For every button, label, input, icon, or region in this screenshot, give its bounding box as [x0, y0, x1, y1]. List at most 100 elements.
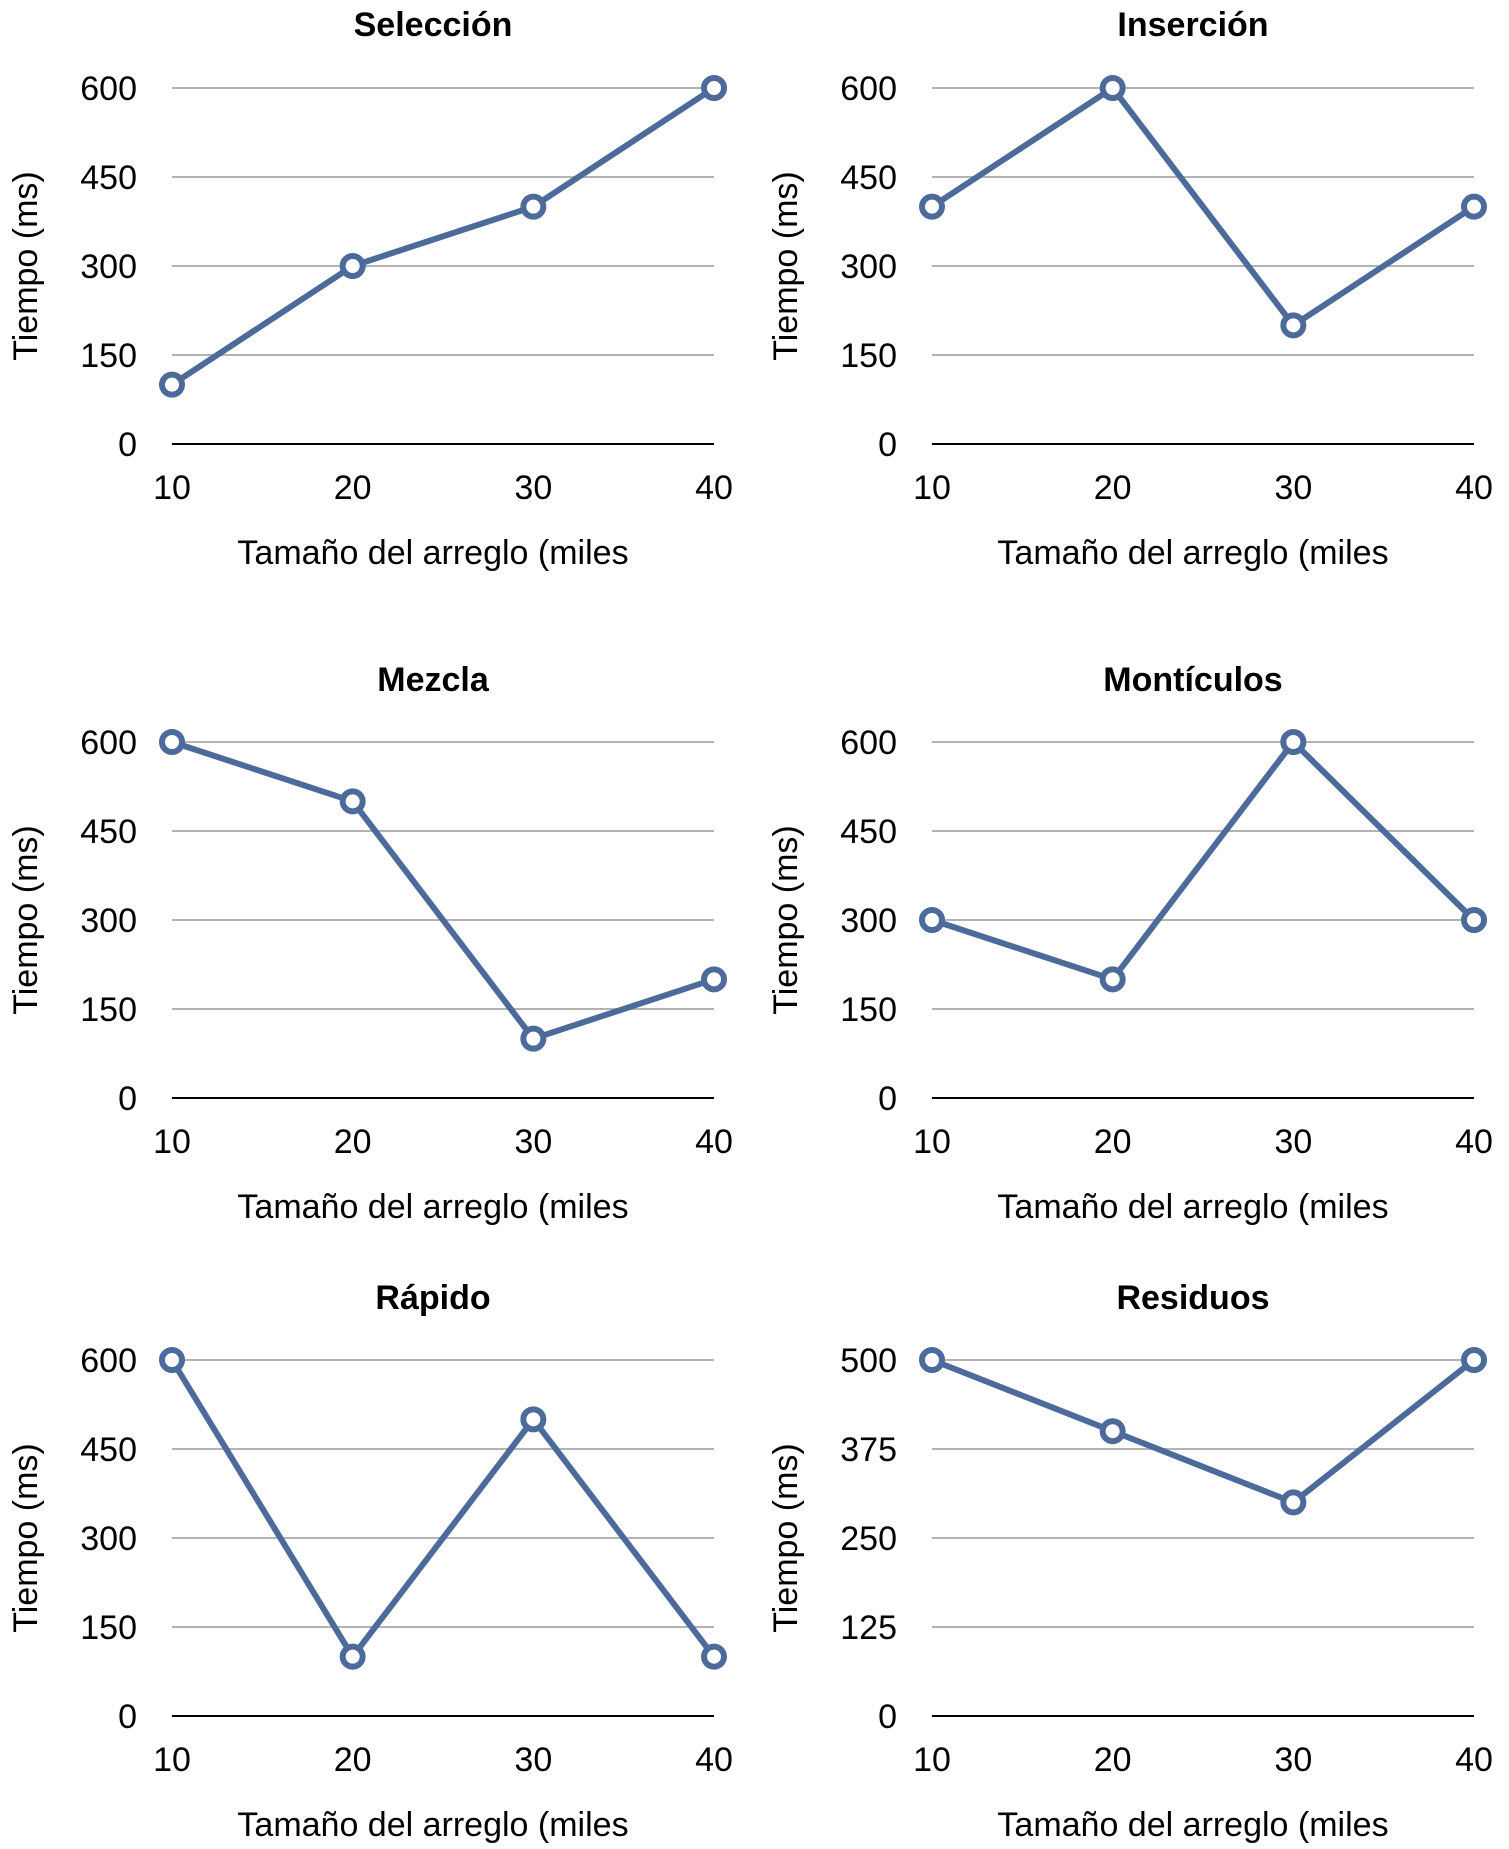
data-point [159, 371, 185, 398]
x-tick-label: 20 [1094, 469, 1132, 507]
data-point [339, 788, 366, 815]
chart-panel: Inserción 0 150 300 450 600 10 20 30 40 Tamaño del… [767, 6, 1493, 572]
data-point [1461, 907, 1487, 933]
chart-panel: Rápido 0 150 300 450 600 10 20 30 40 Tamaño del ar… [7, 1279, 733, 1844]
y-tick-label: 0 [878, 426, 897, 464]
y-tick-label: 600 [840, 70, 897, 108]
data-point [339, 1643, 366, 1670]
x-axis-label: Tamaño del arreglo (miles [997, 534, 1388, 572]
x-tick-label: 30 [1274, 1741, 1312, 1779]
series-line [169, 85, 717, 388]
data-point [339, 253, 366, 279]
chart-panel: Residuos 0 125 250 375 500 10 20 30 40 Tamaño del … [767, 1279, 1493, 1844]
y-tick-label: 0 [878, 1080, 897, 1118]
y-tick-label: 375 [840, 1431, 897, 1469]
y-tick-label: 450 [80, 813, 137, 851]
x-tick-label: 30 [514, 469, 552, 507]
y-tick-label: 600 [840, 724, 897, 762]
y-tick-label: 125 [840, 1609, 897, 1647]
y-axis-label: Tiempo (ms) [7, 171, 45, 361]
y-tick-label: 450 [80, 159, 137, 197]
series-line [929, 739, 1477, 983]
data-point [1461, 193, 1487, 220]
y-tick-label: 150 [80, 1609, 137, 1647]
data-point [701, 966, 727, 993]
y-axis-label: Tiempo (ms) [767, 1443, 805, 1633]
x-tick-label: 10 [913, 469, 951, 507]
x-tick-label: 40 [1455, 1123, 1493, 1161]
chart-title: Rápido [375, 1279, 490, 1317]
x-axis-label: Tamaño del arreglo (miles [997, 1806, 1388, 1844]
y-tick-label: 300 [840, 902, 897, 940]
y-tick-label: 0 [118, 1080, 137, 1118]
chart-panel: Montículos 0 150 300 450 600 10 20 30 40 Tamaño de… [767, 661, 1493, 1226]
y-tick-label: 300 [80, 248, 137, 286]
y-tick-label: 150 [80, 337, 137, 375]
data-point [1099, 966, 1126, 993]
series-line [169, 739, 717, 1042]
data-point [520, 1406, 547, 1433]
data-point [919, 193, 945, 220]
x-axis-label: Tamaño del arreglo (miles [237, 1806, 628, 1844]
x-tick-label: 20 [334, 1123, 372, 1161]
y-axis-label: Tiempo (ms) [7, 825, 45, 1015]
y-tick-label: 250 [840, 1520, 897, 1558]
data-point [919, 1347, 945, 1373]
chart-title: Selección [354, 6, 513, 44]
data-point [919, 907, 945, 933]
y-tick-label: 600 [80, 724, 137, 762]
data-point [1280, 312, 1307, 339]
x-tick-label: 20 [1094, 1741, 1132, 1779]
data-point [701, 1643, 727, 1670]
y-tick-label: 500 [840, 1342, 897, 1380]
x-tick-label: 20 [334, 469, 372, 507]
y-tick-label: 450 [840, 813, 897, 851]
data-point [701, 75, 727, 101]
x-tick-label: 10 [153, 1123, 191, 1161]
x-tick-label: 30 [1274, 1123, 1312, 1161]
y-tick-label: 150 [840, 991, 897, 1029]
data-point [159, 1347, 185, 1373]
x-tick-label: 30 [1274, 469, 1312, 507]
y-tick-label: 150 [840, 337, 897, 375]
data-point [1099, 75, 1126, 101]
data-point [159, 729, 185, 755]
x-axis-label: Tamaño del arreglo (miles [237, 1188, 628, 1226]
y-tick-label: 450 [80, 1431, 137, 1469]
y-tick-label: 150 [80, 991, 137, 1029]
x-axis-label: Tamaño del arreglo (miles [237, 534, 628, 572]
x-tick-label: 10 [153, 469, 191, 507]
x-tick-label: 40 [695, 1741, 733, 1779]
y-tick-label: 0 [118, 1698, 137, 1736]
chart-panel: Mezcla 0 150 300 450 600 10 20 30 40 Tamaño del ar… [7, 661, 733, 1226]
chart-panel: Selección 0 150 300 450 600 10 20 30 40 Tamaño del… [7, 6, 733, 572]
data-point [520, 1025, 547, 1052]
chart-title: Montículos [1103, 661, 1282, 699]
x-tick-label: 10 [913, 1741, 951, 1779]
y-tick-label: 600 [80, 1342, 137, 1380]
y-axis-label: Tiempo (ms) [767, 825, 805, 1015]
y-tick-label: 450 [840, 159, 897, 197]
series-line [169, 1357, 717, 1660]
series-line [929, 1357, 1477, 1506]
x-tick-label: 30 [514, 1123, 552, 1161]
y-tick-label: 0 [118, 426, 137, 464]
y-axis-label: Tiempo (ms) [7, 1443, 45, 1633]
x-tick-label: 40 [695, 469, 733, 507]
x-tick-label: 10 [913, 1123, 951, 1161]
data-point [1099, 1418, 1126, 1445]
x-tick-label: 20 [1094, 1123, 1132, 1161]
y-tick-label: 300 [840, 248, 897, 286]
x-tick-label: 20 [334, 1741, 372, 1779]
x-tick-label: 40 [1455, 1741, 1493, 1779]
chart-title: Inserción [1117, 6, 1268, 44]
data-point [1280, 729, 1307, 755]
x-tick-label: 30 [514, 1741, 552, 1779]
chart-title: Mezcla [377, 661, 490, 699]
x-tick-label: 40 [695, 1123, 733, 1161]
y-axis-label: Tiempo (ms) [767, 171, 805, 361]
data-point [520, 193, 547, 220]
series-line [929, 85, 1477, 329]
x-tick-label: 10 [153, 1741, 191, 1779]
